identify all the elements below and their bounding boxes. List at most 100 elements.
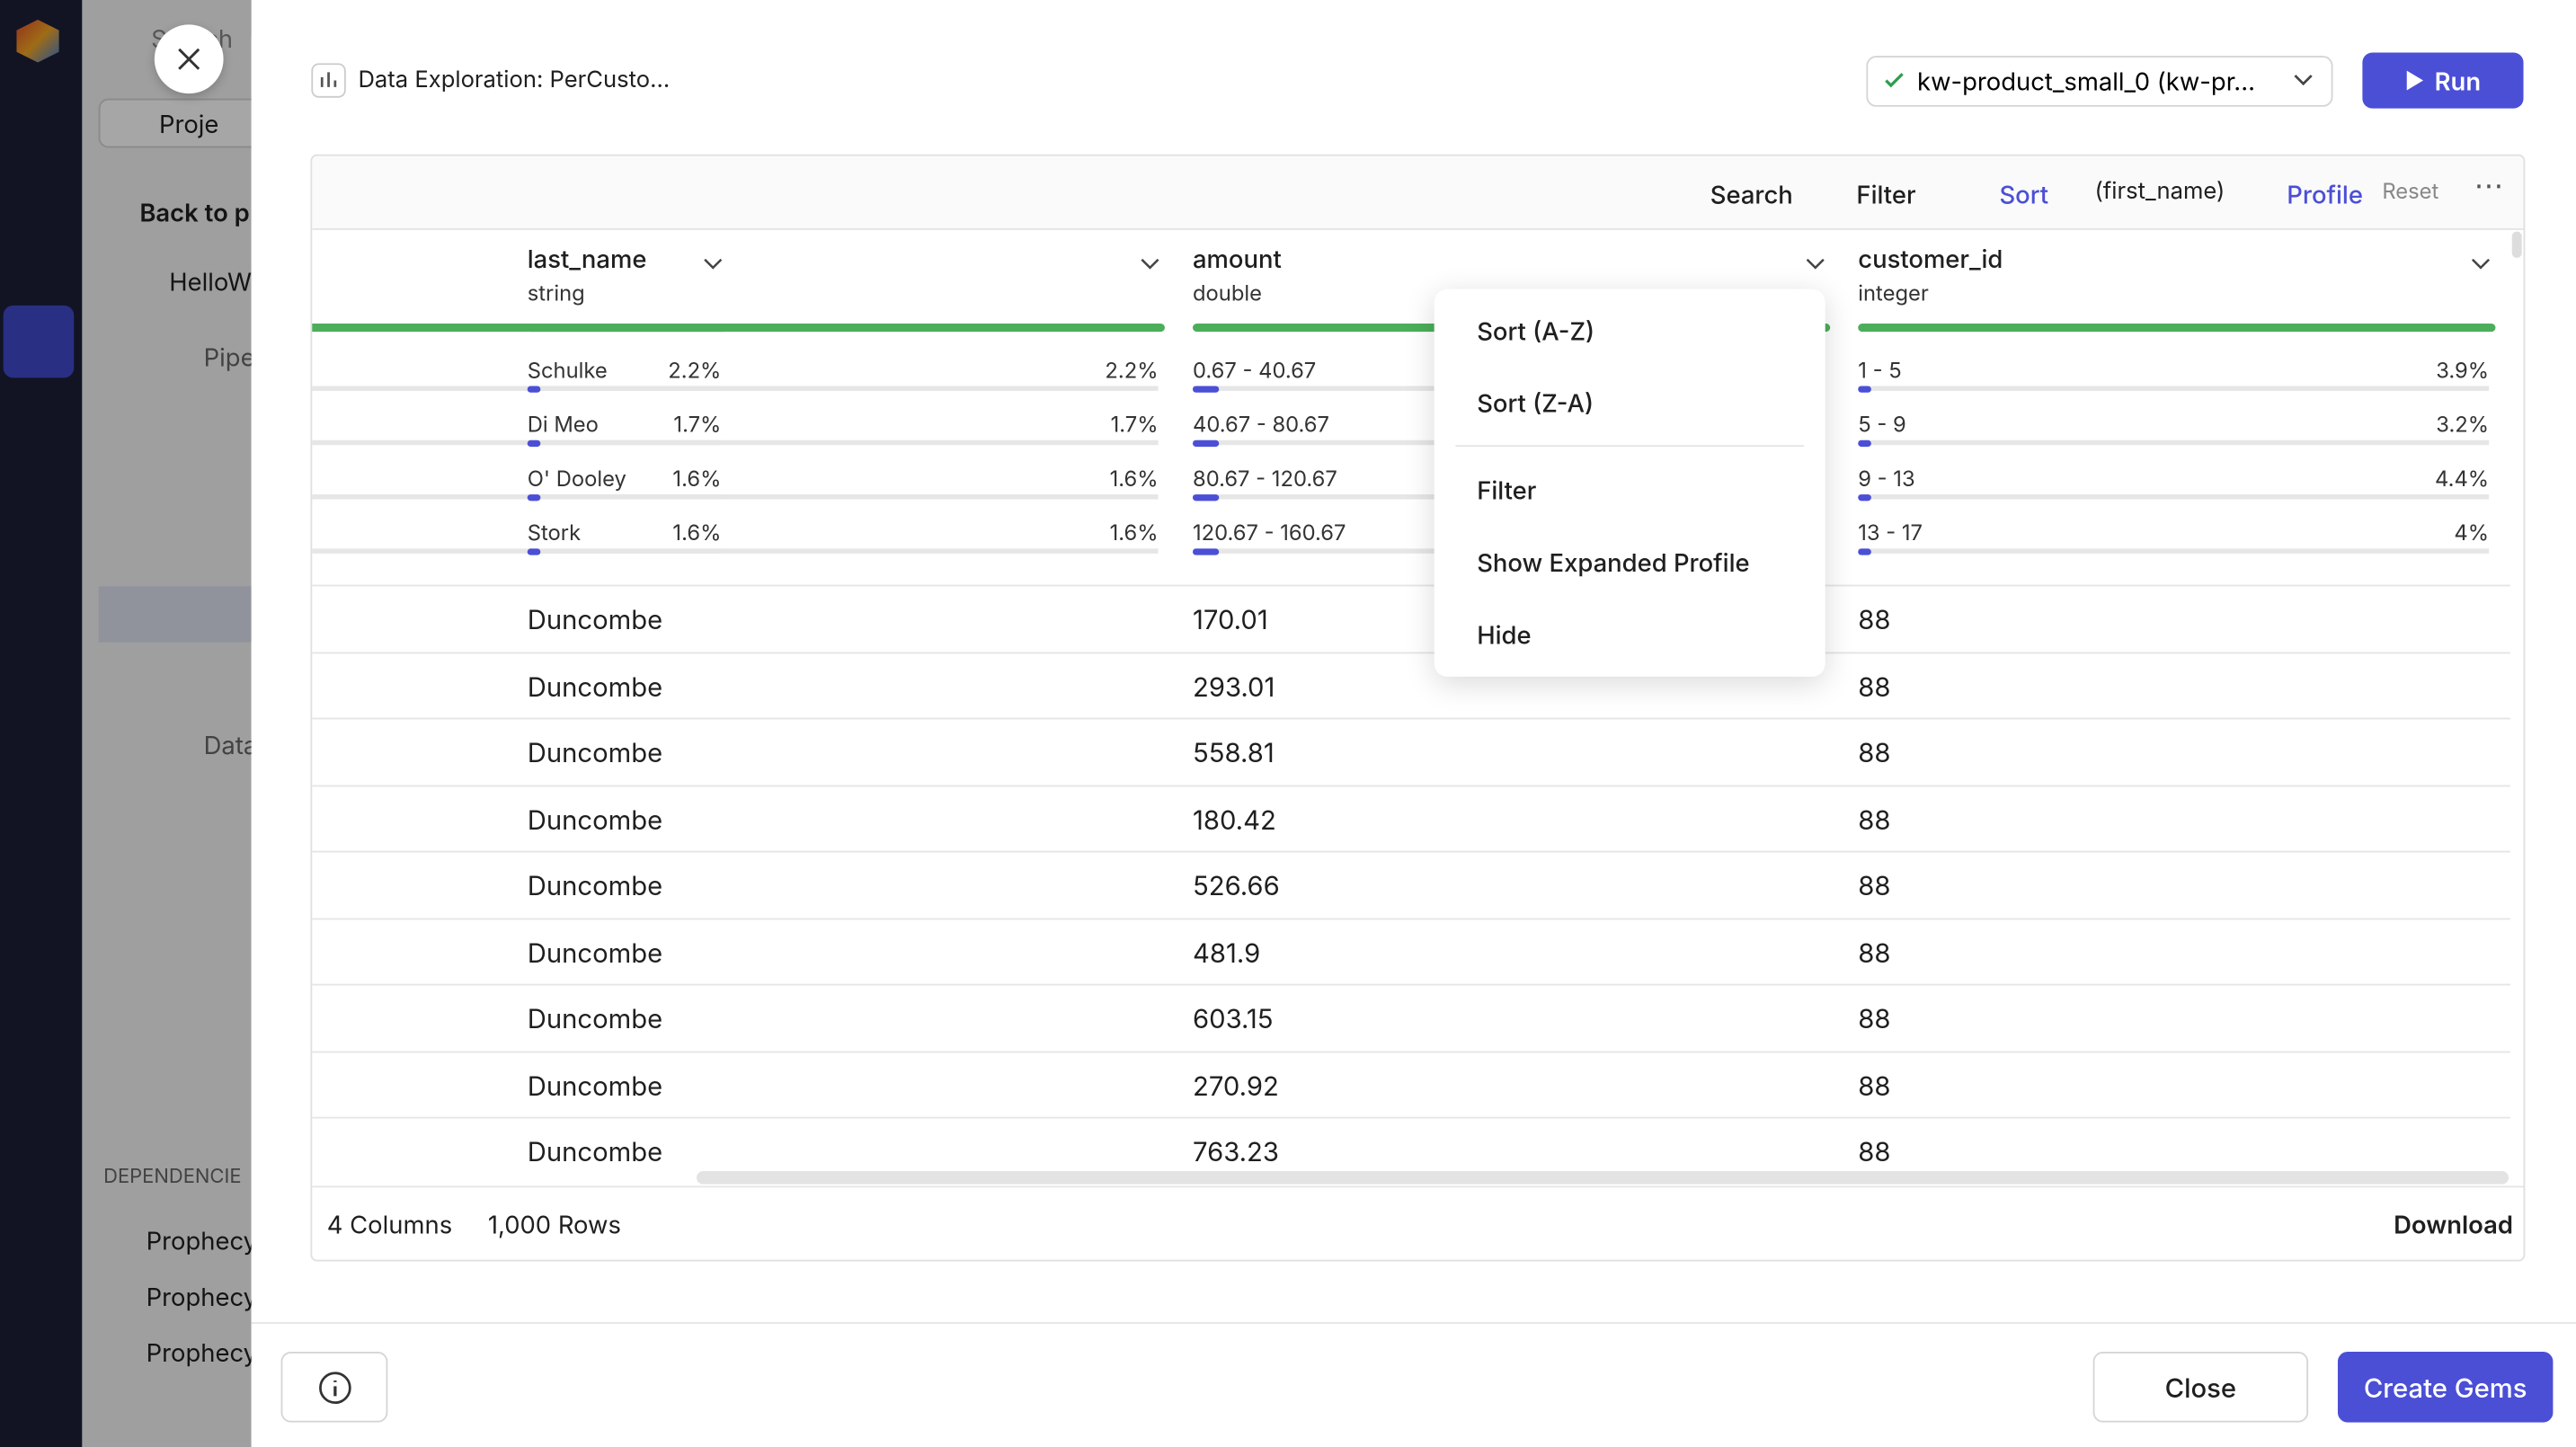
profile-percent: 4.4%	[2435, 466, 2490, 493]
sort-column[interactable]: (first_name)	[2094, 177, 2225, 206]
cell: 763.23	[1192, 1134, 1279, 1168]
row-count: 1,000 Rows	[487, 1209, 621, 1240]
cluster-select[interactable]: kw-product_small_0 (kw-pr...	[1866, 56, 2333, 107]
profile-track	[1858, 494, 2490, 500]
back-link[interactable]: Back to p	[139, 197, 250, 229]
profile-bar	[527, 439, 541, 448]
project-button[interactable]: Proje	[98, 98, 280, 148]
cell: 603.15	[1192, 1001, 1274, 1035]
profile-bar	[1858, 439, 1871, 448]
info-button[interactable]	[280, 1352, 388, 1423]
cell: Duncombe	[527, 735, 663, 769]
profile-percent: 3.2%	[2436, 412, 2490, 439]
dependency-item[interactable]: Prophecy	[146, 1281, 258, 1313]
cell: 270.92	[1192, 1068, 1279, 1102]
cell: 526.66	[1192, 868, 1280, 902]
column-name[interactable]: last_name	[527, 243, 647, 275]
table-footer	[312, 1185, 2524, 1259]
project-name[interactable]: HelloW	[169, 266, 252, 297]
profile-label: 120.67 - 160.67	[1192, 520, 1346, 547]
profile-track	[312, 548, 722, 554]
row-divider	[312, 1116, 2510, 1119]
profile-percent: 2.2%	[668, 358, 722, 385]
menu-item[interactable]: Hide	[1477, 618, 1532, 651]
profile-track	[312, 386, 722, 391]
toolbar-reset[interactable]: Reset	[2382, 179, 2439, 206]
profile-bar	[527, 494, 541, 502]
cell: Duncombe	[527, 1068, 663, 1102]
profile-bar	[527, 386, 541, 393]
cell: Duncombe	[527, 935, 663, 969]
toolbar-filter[interactable]: Filter	[1856, 179, 1916, 210]
profile-label: 1 - 5	[1858, 358, 1902, 385]
cell: 88	[1858, 935, 1891, 969]
profile-label: 40.67 - 80.67	[1192, 412, 1329, 439]
menu-item[interactable]: Filter	[1477, 475, 1537, 506]
cell: 88	[1858, 1068, 1891, 1102]
profile-bar	[1192, 439, 1220, 448]
selected-item	[98, 586, 263, 643]
profile-label: 5 - 9	[1858, 412, 1906, 439]
cell: Duncombe	[527, 602, 663, 636]
row-divider	[312, 917, 2510, 919]
v-scrollbar[interactable]	[2511, 231, 2522, 258]
cell: 293.01	[1192, 669, 1275, 703]
profile-label: 9 - 13	[1858, 466, 1915, 493]
nav-active[interactable]	[3, 305, 75, 378]
toolbar-sort[interactable]: Sort	[1999, 179, 2049, 210]
dependency-item[interactable]: Prophecy	[146, 1225, 258, 1257]
menu-divider	[1455, 445, 1804, 448]
column-menu[interactable]	[703, 248, 723, 270]
close-button[interactable]: Close	[2092, 1352, 2309, 1423]
column-count: 4 Columns	[326, 1209, 453, 1240]
check-icon	[1885, 73, 1904, 88]
profile-track	[527, 548, 1159, 554]
menu-item[interactable]: Sort (Z-A)	[1477, 387, 1594, 420]
toolbar-profile[interactable]: Profile	[2287, 179, 2363, 210]
profile-label: O' Dooley	[527, 466, 626, 493]
column-menu[interactable]	[1806, 248, 1825, 270]
column-type: integer	[1858, 280, 1929, 307]
toolbar-search[interactable]: Search	[1710, 179, 1793, 210]
profile-bar	[1192, 386, 1220, 393]
profile-bar	[1192, 548, 1220, 555]
column-name[interactable]: amount	[1192, 243, 1282, 275]
profile-label: Stork	[527, 520, 582, 547]
profile-label: Di Meo	[527, 412, 599, 439]
profile-label: Schulke	[527, 358, 608, 385]
profile-percent: 1.7%	[1110, 412, 1159, 439]
profile-percent: 1.6%	[1109, 466, 1159, 493]
menu-item[interactable]: Sort (A-Z)	[1477, 315, 1595, 347]
profile-track	[312, 494, 722, 500]
row-divider	[312, 784, 2510, 786]
column-menu[interactable]	[2471, 248, 2491, 270]
cell: 180.42	[1192, 802, 1276, 836]
download[interactable]: Download	[2394, 1209, 2513, 1240]
datasets[interactable]: Data	[203, 729, 258, 761]
completeness-bar	[1858, 324, 2496, 333]
create-gems-button[interactable]: Create Gems	[2337, 1352, 2554, 1423]
column-name[interactable]: customer_id	[1858, 243, 2003, 275]
chevron	[2294, 75, 2313, 86]
close-modal[interactable]	[154, 24, 224, 94]
profile-percent: 2.2%	[1105, 358, 1159, 385]
more-menu[interactable]: ⋯	[2474, 169, 2504, 204]
row-divider	[312, 717, 2510, 720]
menu-item[interactable]: Show Expanded Profile	[1477, 546, 1750, 579]
row-divider	[312, 651, 2510, 653]
column-type: string	[527, 280, 585, 307]
profile-bar	[1858, 548, 1871, 555]
column-menu[interactable]	[1141, 248, 1160, 270]
cell: 88	[1858, 669, 1891, 703]
run-button[interactable]: Run	[2362, 52, 2524, 109]
dependency-item[interactable]: Prophecy	[146, 1336, 258, 1369]
pipelines[interactable]: Pipe	[203, 342, 255, 373]
completeness-bar	[312, 324, 728, 333]
column-type: double	[1192, 280, 1263, 307]
cell: 88	[1858, 735, 1891, 769]
x-icon	[178, 48, 200, 70]
profile-label: 80.67 - 120.67	[1192, 466, 1337, 493]
profile-percent: 1.6%	[672, 466, 722, 493]
h-scrollbar[interactable]	[696, 1170, 2509, 1185]
